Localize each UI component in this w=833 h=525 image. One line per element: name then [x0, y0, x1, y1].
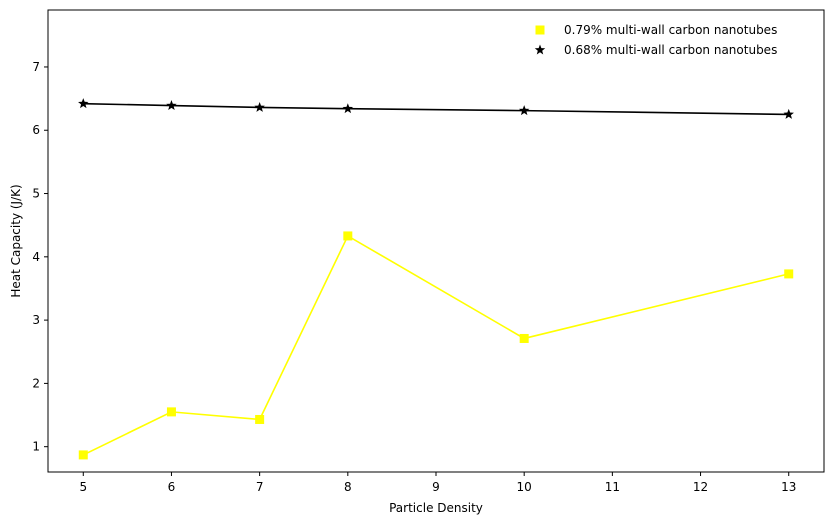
series-line-2 — [83, 102, 789, 116]
data-point-2 — [518, 105, 530, 116]
x-tick-label: 6 — [168, 480, 176, 494]
y-tick-label: 4 — [32, 250, 40, 264]
legend-label-2: 0.68% multi-wall carbon nanotubes — [564, 43, 777, 57]
data-point-1 — [255, 414, 265, 424]
x-tick-label: 13 — [781, 480, 796, 494]
y-tick-label: 1 — [32, 440, 40, 454]
x-axis-label: Particle Density — [389, 501, 483, 515]
data-point-2 — [78, 98, 89, 109]
x-tick-label: 12 — [693, 480, 708, 494]
data-point-2 — [342, 103, 354, 114]
x-tick-label: 5 — [79, 480, 87, 494]
y-tick-label: 2 — [32, 376, 40, 390]
y-axis-label: Heat Capacity (J/K) — [9, 184, 23, 297]
y-tick-label: 6 — [32, 123, 40, 137]
data-point-2 — [254, 101, 265, 112]
data-point-2 — [783, 108, 794, 119]
x-tick-label: 10 — [517, 480, 532, 494]
data-point-1 — [343, 231, 353, 241]
legend-marker-2 — [534, 44, 546, 55]
data-point-1 — [784, 269, 794, 279]
y-axis: 1 2 3 4 5 6 7 — [32, 60, 48, 454]
series-line-1 — [82, 234, 789, 456]
x-tick-label: 8 — [344, 480, 352, 494]
y-tick-label: 5 — [32, 187, 40, 201]
data-point-1 — [78, 450, 88, 460]
x-tick-label: 7 — [256, 480, 264, 494]
data-point-1 — [519, 333, 529, 343]
legend: 0.79% multi-wall carbon nanotubes 0.68% m… — [534, 23, 777, 57]
data-point-2 — [166, 100, 177, 111]
y-tick-label: 3 — [32, 313, 40, 327]
series-layer — [78, 98, 794, 460]
legend-label-1: 0.79% multi-wall carbon nanotubes — [564, 23, 777, 37]
x-axis: 5 6 7 8 9 10 11 12 13 — [79, 472, 796, 494]
x-tick-label: 9 — [432, 480, 440, 494]
plot-area — [48, 10, 824, 472]
y-tick-label: 7 — [32, 60, 40, 74]
data-point-1 — [166, 407, 176, 417]
legend-marker-1 — [535, 25, 545, 35]
x-tick-label: 11 — [605, 480, 620, 494]
